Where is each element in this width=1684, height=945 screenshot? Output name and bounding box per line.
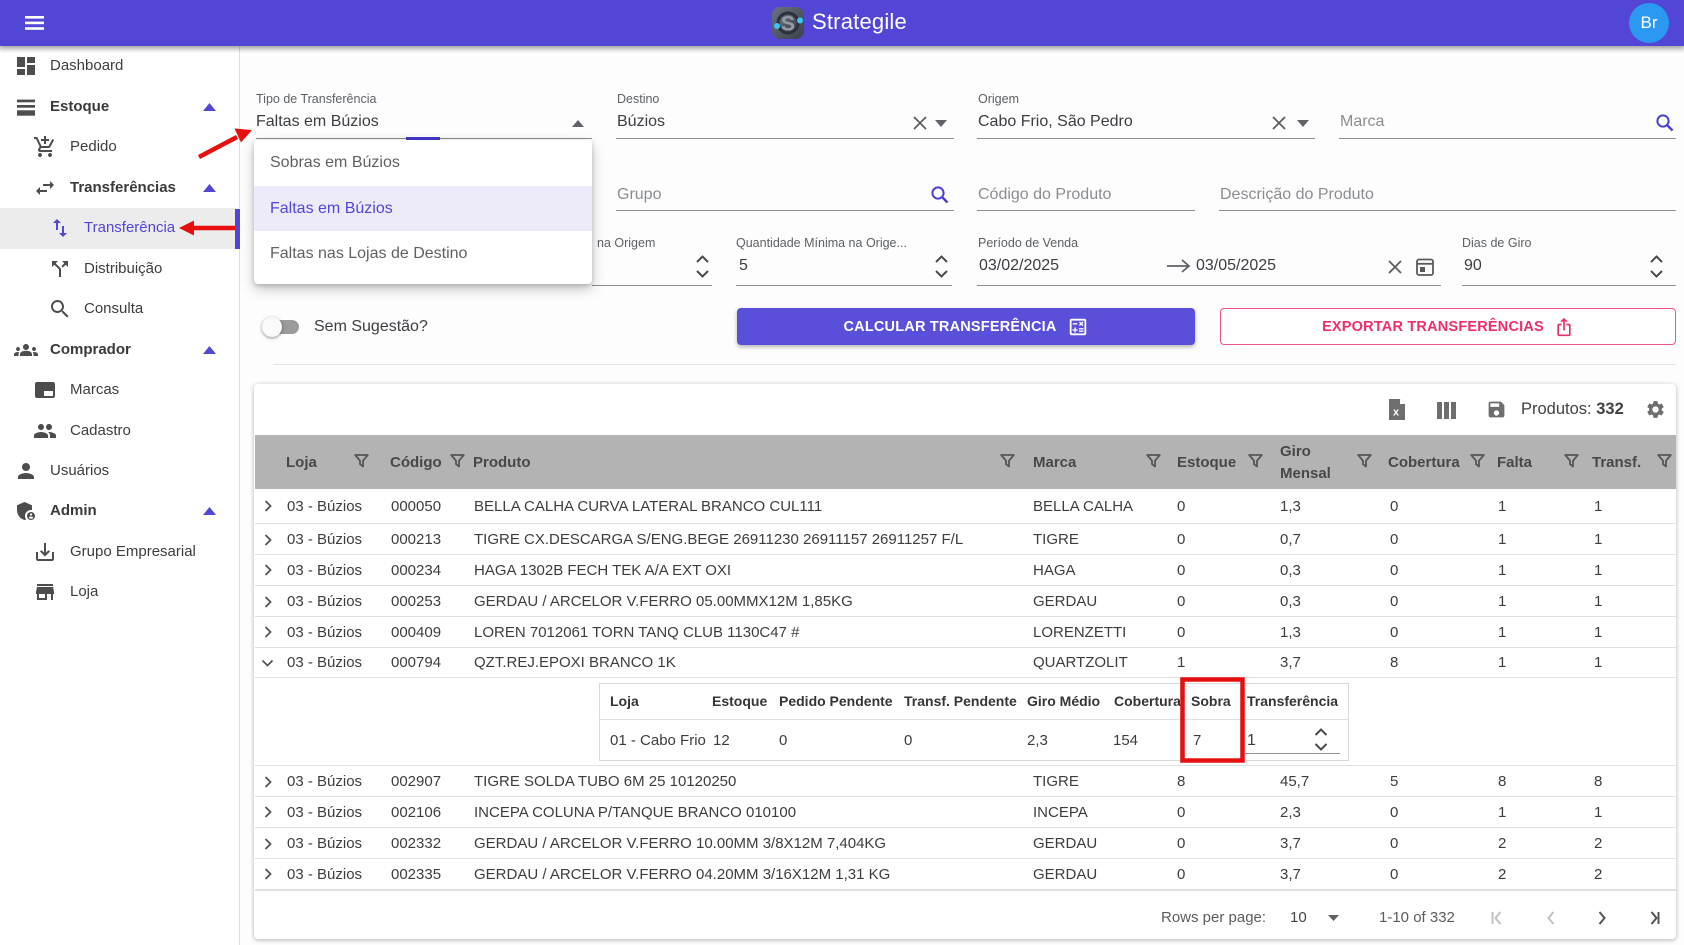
svg-text:S: S xyxy=(781,13,795,36)
svg-text:x: x xyxy=(1393,407,1400,419)
